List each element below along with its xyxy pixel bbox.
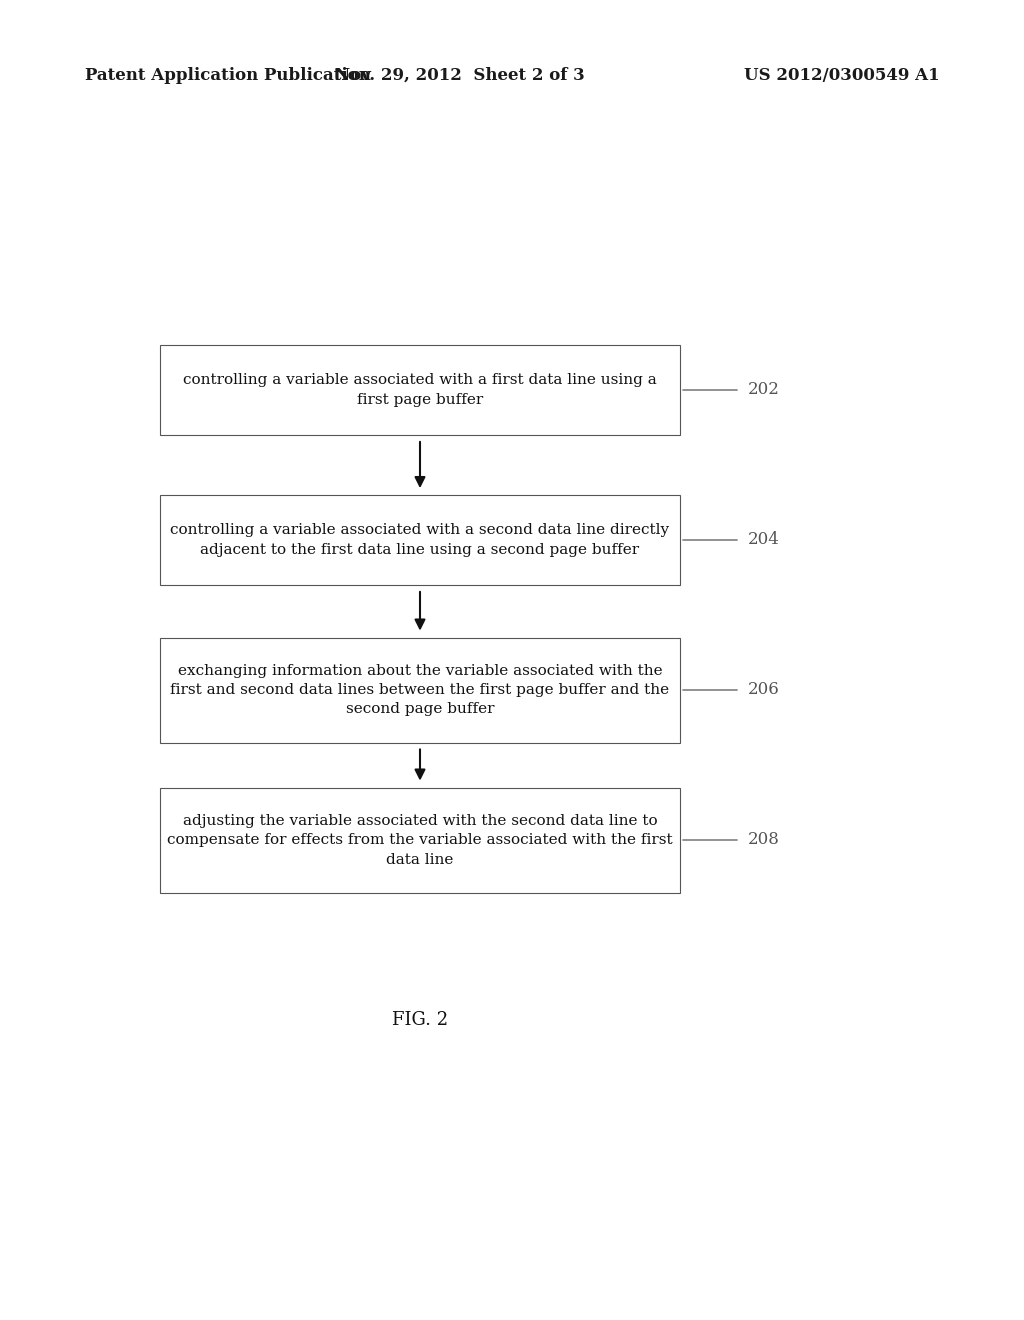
Text: Nov. 29, 2012  Sheet 2 of 3: Nov. 29, 2012 Sheet 2 of 3 [335,66,585,83]
Text: US 2012/0300549 A1: US 2012/0300549 A1 [744,66,940,83]
Text: controlling a variable associated with a first data line using a
first page buff: controlling a variable associated with a… [183,374,656,407]
Text: FIG. 2: FIG. 2 [392,1011,449,1030]
Bar [160,495,680,585]
Bar [160,345,680,436]
Bar [160,638,680,742]
Text: Patent Application Publication: Patent Application Publication [85,66,371,83]
Text: exchanging information about the variable associated with the
first and second d: exchanging information about the variabl… [170,664,670,717]
Bar [160,788,680,892]
Text: 206: 206 [748,681,779,698]
Text: 208: 208 [748,832,780,849]
Text: controlling a variable associated with a second data line directly
adjacent to t: controlling a variable associated with a… [170,523,670,557]
Text: 202: 202 [748,381,780,399]
Text: adjusting the variable associated with the second data line to
compensate for ef: adjusting the variable associated with t… [167,813,673,866]
Text: 204: 204 [748,532,780,549]
